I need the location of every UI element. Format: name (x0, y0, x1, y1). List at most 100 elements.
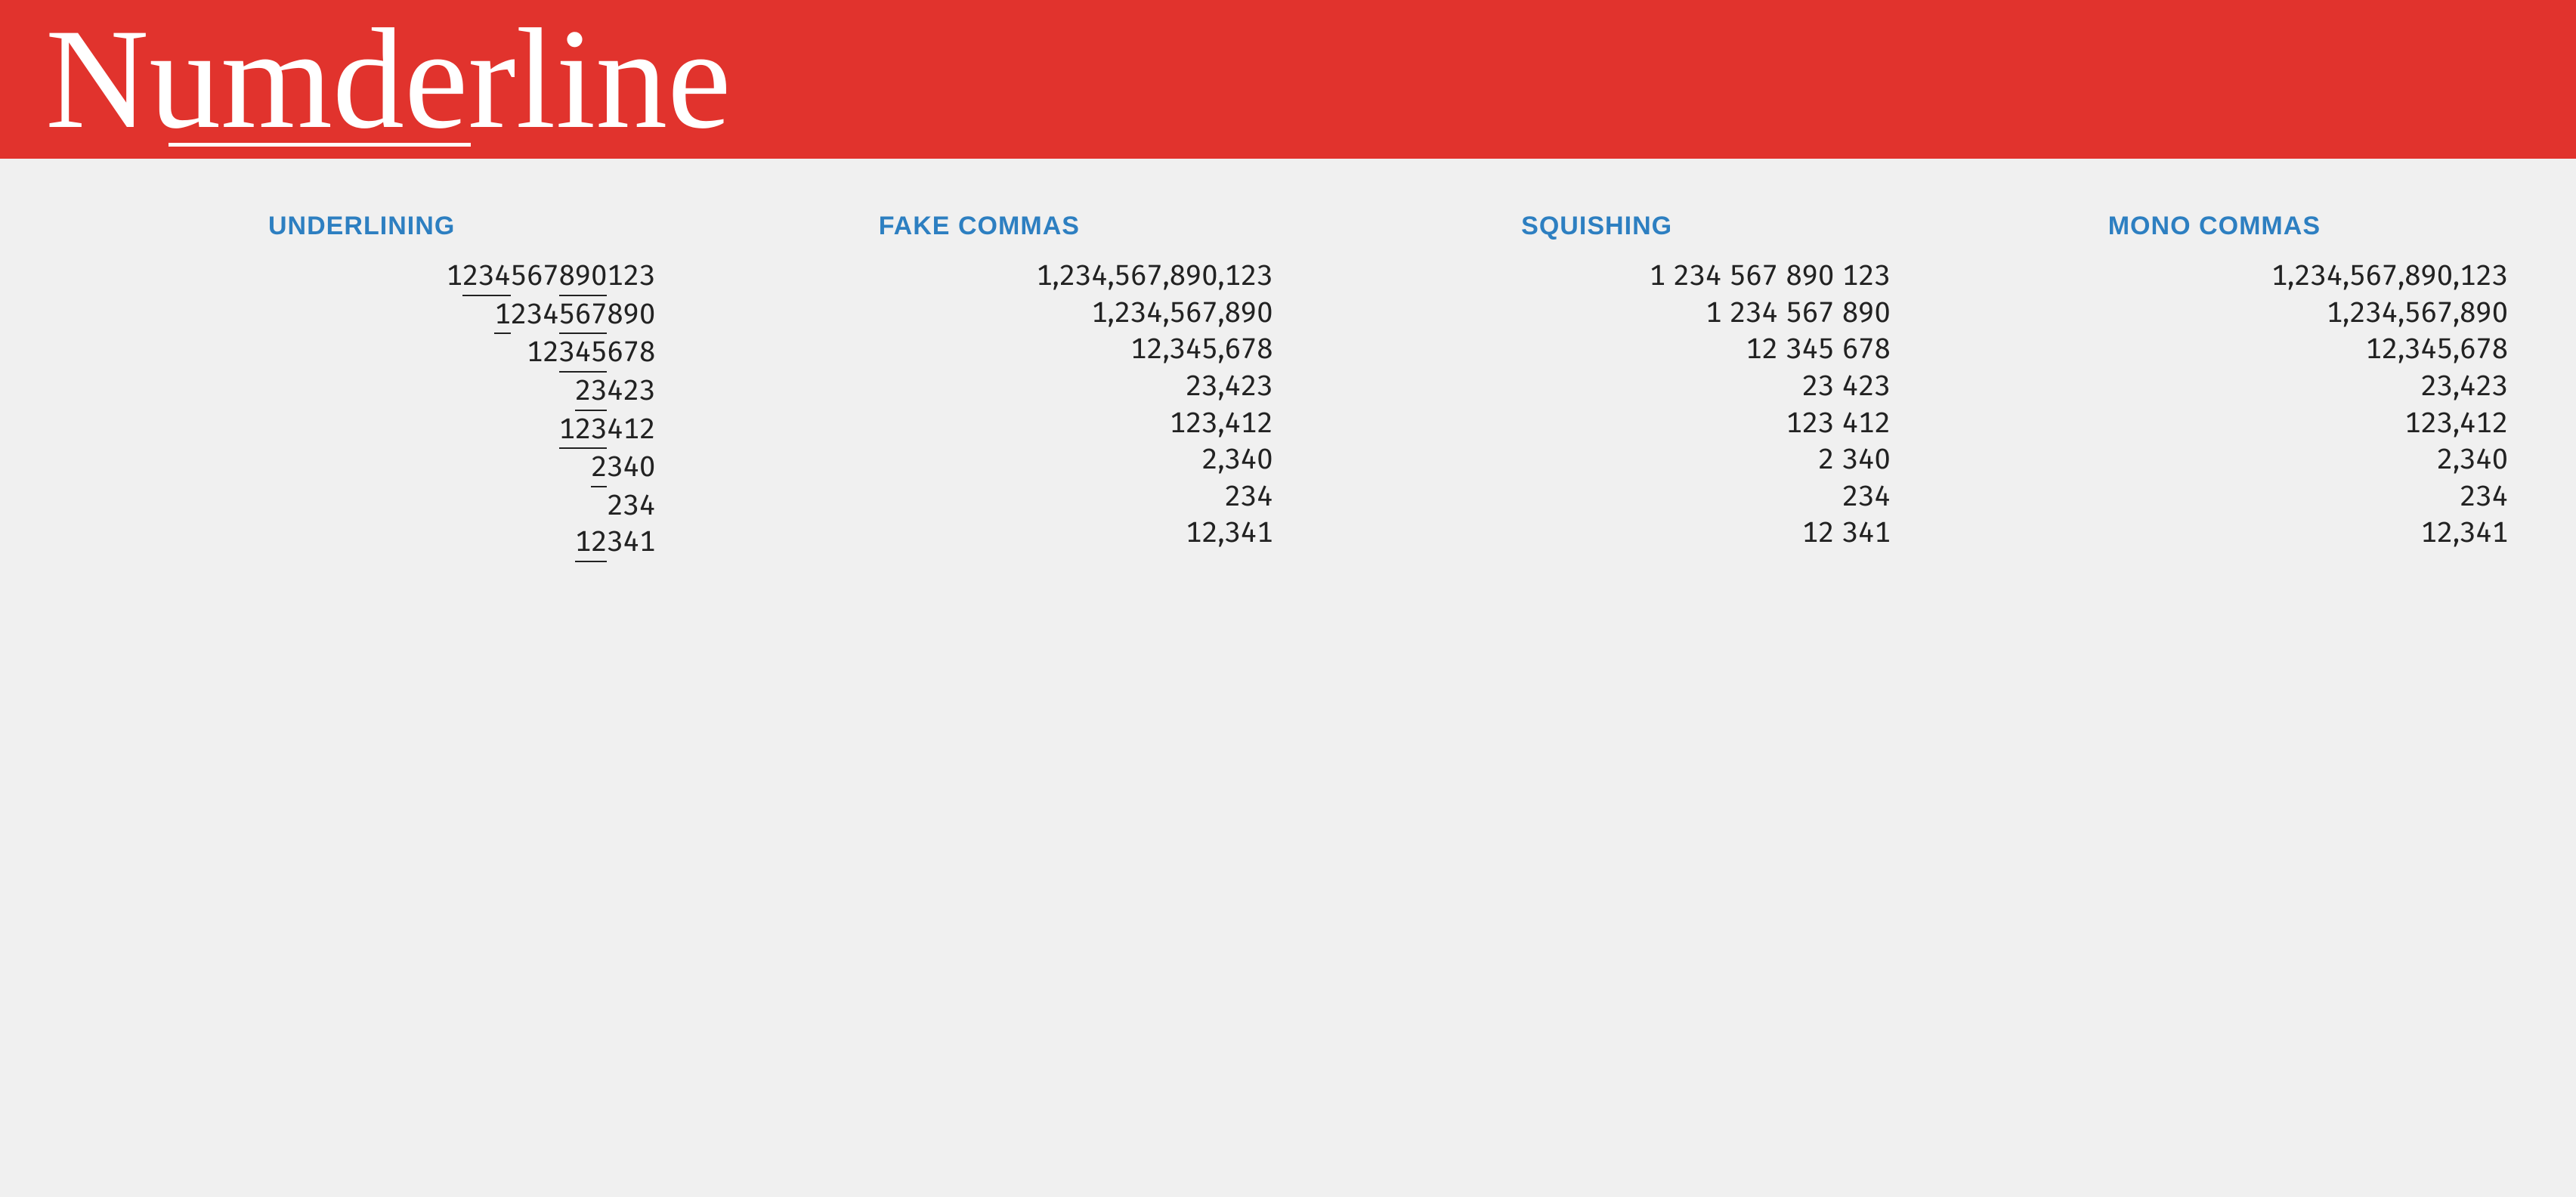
digit-group: 678 (607, 334, 655, 371)
digit-group: 345 (559, 334, 608, 373)
digit-group: 12 (527, 334, 559, 371)
digit-group: 234 (1730, 295, 1778, 332)
digit-group: 234 (1842, 478, 1891, 515)
number-row: 1234567890123 (447, 258, 656, 296)
digit-group: 12 (1802, 515, 1835, 552)
digit-group: 1,234,567,890 (2327, 295, 2508, 330)
number-row: 23423 (1802, 368, 1891, 405)
banner-title: Numderline (45, 8, 731, 151)
number-row: 2340 (1818, 441, 1891, 478)
digit-group: 234 (1225, 479, 1273, 514)
digit-group: 345 (1786, 331, 1834, 368)
number-row: 1,234,567,890 (1091, 295, 1273, 332)
digit-group: 2 (591, 449, 607, 487)
number-row: 12345678 (527, 334, 655, 373)
number-row: 1234567890 (1705, 295, 1891, 332)
column-fake_commas: FAKE COMMAS 1,234,567,890,1231,234,567,89… (685, 212, 1273, 562)
number-row: 234 (607, 487, 655, 524)
digit-group: 423 (607, 373, 655, 410)
digit-group: 567 (511, 258, 559, 295)
number-row: 12341 (575, 524, 655, 562)
number-row: 234 (1225, 478, 1273, 515)
digit-group: 123,412 (2404, 406, 2508, 441)
digit-group: 23 (1802, 368, 1835, 405)
number-row: 1234567890 (494, 296, 655, 335)
column-mono_commas: MONO COMMAS 1,234,567,890,1231,234,567,89… (1921, 212, 2508, 562)
column-header: SQUISHING (1521, 212, 1672, 241)
digit-group: 340 (1842, 441, 1891, 478)
digit-group: 23 (575, 373, 608, 411)
digit-group: 12 (575, 524, 608, 562)
digit-group: 1 (447, 258, 462, 295)
number-row: 23,423 (2420, 368, 2508, 405)
number-row: 234 (1842, 478, 1891, 515)
digit-group: 412 (1842, 405, 1891, 442)
number-row: 12,345,678 (2366, 331, 2508, 368)
digit-group: 1,234,567,890,123 (1036, 258, 1273, 293)
digit-group: 1,234,567,890 (1091, 295, 1273, 330)
digit-group: 123 (1842, 258, 1891, 295)
columns-grid: UNDERLINING12345678901231234567890123456… (0, 159, 2576, 630)
digit-group: 123 (559, 411, 608, 450)
digit-group: 1,234,567,890,123 (2271, 258, 2508, 293)
digit-group: 2 (1818, 441, 1834, 478)
title-banner: Numderline (0, 0, 2576, 159)
number-row: 12345678 (1746, 331, 1891, 368)
digit-group: 567 (1730, 258, 1778, 295)
digit-group: 341 (607, 524, 655, 561)
digit-group: 234 (2460, 479, 2508, 514)
digit-group: 23,423 (1186, 369, 1273, 404)
digit-group: 341 (1842, 515, 1891, 552)
digit-group: 12,345,678 (2366, 332, 2508, 367)
page: Numderline UNDERLINING123456789012312345… (0, 0, 2576, 630)
number-row: 23423 (575, 373, 655, 411)
digit-group: 890 (1842, 295, 1891, 332)
number-row: 123,412 (2404, 405, 2508, 442)
digit-group: 2,340 (1201, 442, 1273, 477)
digit-group: 12 (1746, 331, 1778, 368)
digit-group: 123 (1786, 405, 1834, 442)
number-row: 2,340 (1201, 441, 1273, 478)
digit-group: 1 (1650, 258, 1665, 295)
digit-group: 23,423 (2420, 369, 2508, 404)
digit-group: 678 (1842, 331, 1891, 368)
number-row: 1234567890123 (1650, 258, 1891, 295)
number-row: 1,234,567,890,123 (1036, 258, 1273, 295)
digit-group: 12,345,678 (1130, 332, 1273, 367)
digit-group: 123,412 (1170, 406, 1273, 441)
number-row: 12,341 (1186, 515, 1273, 552)
number-row: 1,234,567,890 (2327, 295, 2508, 332)
column-header: MONO COMMAS (2108, 212, 2321, 241)
digit-group: 423 (1842, 368, 1891, 405)
column-squishing: SQUISHING1234567890123123456789012345678… (1303, 212, 1891, 562)
number-row: 23,423 (1186, 368, 1273, 405)
number-row: 2,340 (2437, 441, 2508, 478)
column-header: UNDERLINING (268, 212, 455, 241)
number-row: 12,345,678 (1130, 331, 1273, 368)
digit-group: 1 (494, 296, 510, 335)
digit-group: 123 (607, 258, 655, 295)
digit-group: 234 (462, 258, 511, 296)
digit-group: 567 (1786, 295, 1834, 332)
digit-group: 2,340 (2437, 442, 2508, 477)
digit-group: 340 (607, 449, 655, 486)
column-underlining: UNDERLINING12345678901231234567890123456… (68, 212, 655, 562)
number-row: 12,341 (2420, 515, 2508, 552)
column-header: FAKE COMMAS (879, 212, 1080, 241)
digit-group: 890 (559, 258, 608, 296)
digit-group: 12,341 (1186, 515, 1273, 550)
number-row: 123,412 (1170, 405, 1273, 442)
digit-group: 890 (607, 296, 655, 333)
digit-group: 234 (511, 296, 559, 333)
number-row: 1,234,567,890,123 (2271, 258, 2508, 295)
digit-group: 234 (607, 487, 655, 524)
number-row: 234 (2460, 478, 2508, 515)
digit-group: 1 (1705, 295, 1721, 332)
number-row: 123412 (1786, 405, 1890, 442)
digit-group: 890 (1786, 258, 1834, 295)
banner-underline (169, 143, 471, 147)
digit-group: 412 (607, 411, 655, 448)
digit-group: 234 (1674, 258, 1722, 295)
number-row: 12341 (1802, 515, 1891, 552)
number-row: 2340 (591, 449, 655, 487)
